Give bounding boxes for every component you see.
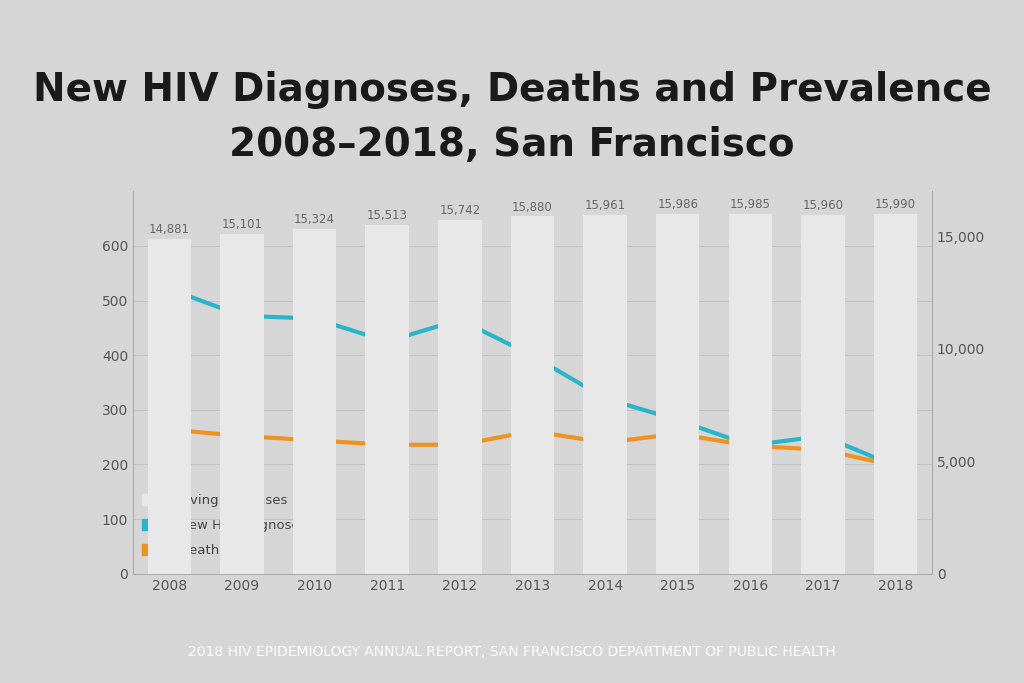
Bar xyxy=(873,214,918,574)
Bar xyxy=(656,214,699,574)
Text: 15,990: 15,990 xyxy=(876,198,916,211)
Text: 521: 521 xyxy=(156,262,183,275)
Bar xyxy=(366,225,409,574)
Text: 465: 465 xyxy=(446,293,474,306)
Text: 281: 281 xyxy=(664,393,691,406)
Text: 252: 252 xyxy=(228,456,256,469)
Text: 15,101: 15,101 xyxy=(221,219,262,232)
Text: 236: 236 xyxy=(374,464,401,477)
Text: 15,960: 15,960 xyxy=(803,199,844,212)
Text: 472: 472 xyxy=(228,289,256,302)
Text: 14,881: 14,881 xyxy=(148,223,189,236)
Text: 15,324: 15,324 xyxy=(294,213,335,226)
Text: 467: 467 xyxy=(301,292,329,305)
Bar xyxy=(220,234,264,574)
Text: New HIV Diagnoses, Deaths and Prevalence: New HIV Diagnoses, Deaths and Prevalence xyxy=(33,71,991,109)
Text: 197: 197 xyxy=(882,439,909,452)
Text: 197: 197 xyxy=(882,486,909,499)
Text: 244: 244 xyxy=(301,460,329,473)
Text: 252: 252 xyxy=(809,409,837,422)
Text: 256: 256 xyxy=(664,454,691,466)
Bar xyxy=(438,219,481,574)
Bar xyxy=(728,214,772,574)
Text: 15,880: 15,880 xyxy=(512,201,553,214)
Bar xyxy=(147,239,191,574)
Text: 235: 235 xyxy=(736,419,764,432)
Text: 227: 227 xyxy=(809,469,837,482)
Bar xyxy=(801,214,845,574)
Bar xyxy=(584,214,627,574)
Text: 264: 264 xyxy=(156,449,183,462)
Text: 234: 234 xyxy=(736,465,764,478)
Text: 15,961: 15,961 xyxy=(585,199,626,212)
Text: 236: 236 xyxy=(446,464,474,477)
Text: 15,742: 15,742 xyxy=(439,204,480,217)
Text: 240: 240 xyxy=(591,462,618,475)
Bar xyxy=(511,217,554,574)
Text: 15,985: 15,985 xyxy=(730,198,771,211)
Text: 321: 321 xyxy=(591,372,618,385)
Text: 2008–2018, San Francisco: 2008–2018, San Francisco xyxy=(229,126,795,164)
Legend: Living HIV cases, New HIV diagnoses, Deaths: Living HIV cases, New HIV diagnoses, Dea… xyxy=(136,487,313,563)
Text: 2018 HIV EPIDEMIOLOGY ANNUAL REPORT, SAN FRANCISCO DEPARTMENT OF PUBLIC HEALTH: 2018 HIV EPIDEMIOLOGY ANNUAL REPORT, SAN… xyxy=(188,645,836,659)
Text: 15,513: 15,513 xyxy=(367,209,408,222)
Bar xyxy=(293,229,337,574)
Text: 15,986: 15,986 xyxy=(657,198,698,211)
Text: 261: 261 xyxy=(519,451,546,464)
Text: 399: 399 xyxy=(519,329,546,342)
Text: 425: 425 xyxy=(374,315,401,328)
